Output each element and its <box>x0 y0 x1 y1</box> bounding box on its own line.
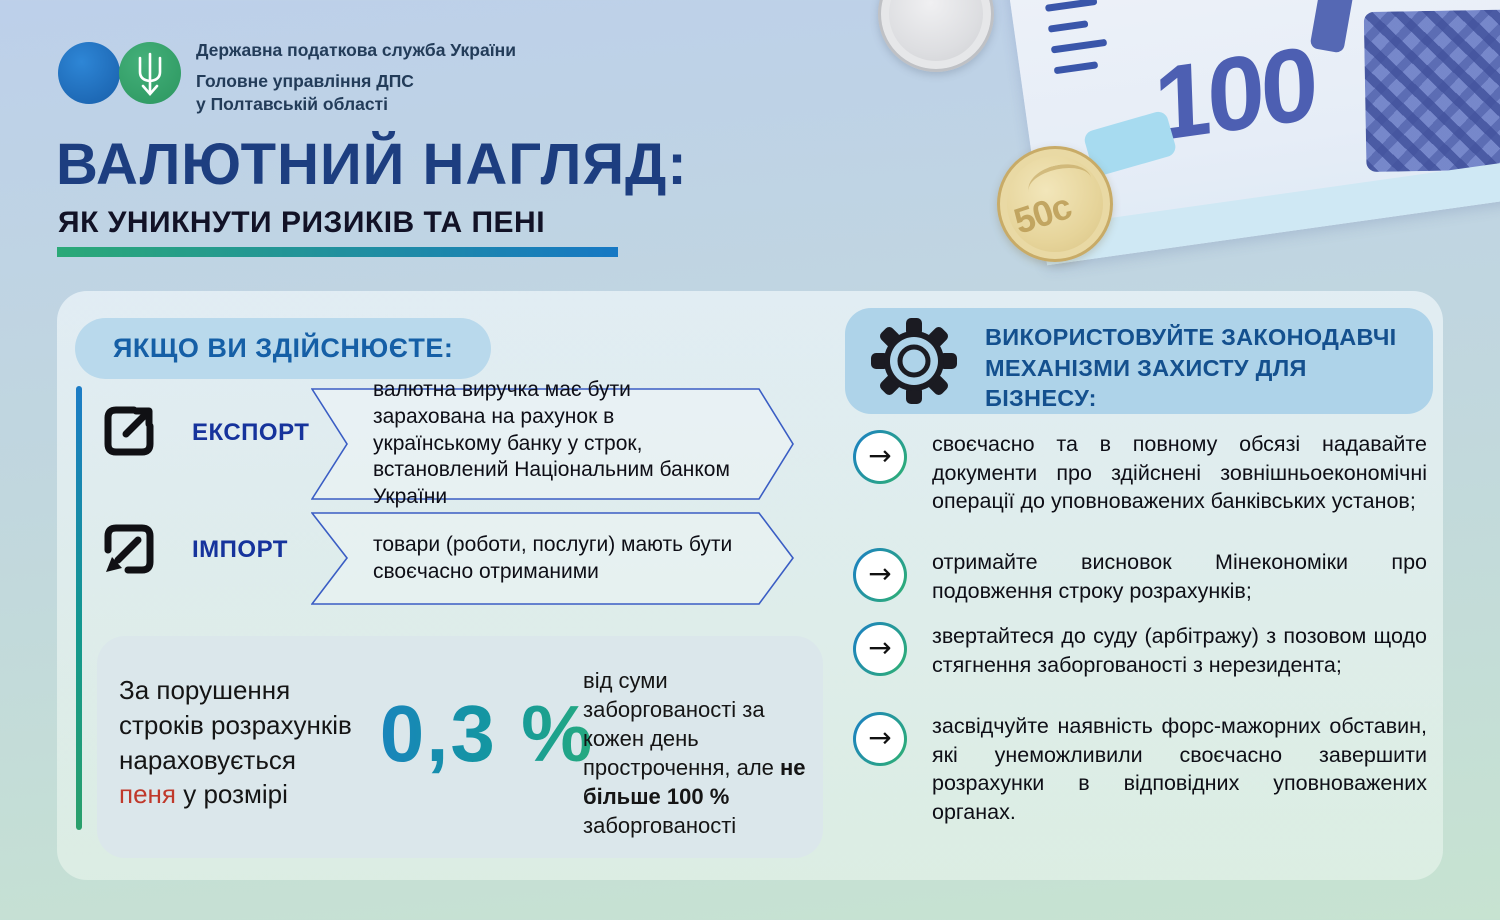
penalty-detail-before: від суми заборгованості за кожен день пр… <box>583 668 774 781</box>
export-rule-text: валютна виручка має бути зарахована на р… <box>373 378 730 508</box>
banknote-denomination: 100 <box>1152 25 1317 165</box>
org-name-line1: Державна податкова служба України <box>196 40 516 60</box>
arrow-bullet-icon: → <box>853 548 907 602</box>
logo-trident-circle <box>119 42 181 104</box>
penalty-detail-bold: не більше 100 % <box>583 755 806 810</box>
advice-text: засвідчуйте наявність форс-мажорних обст… <box>932 714 1427 824</box>
subtitle-underline <box>57 247 618 257</box>
import-rule-text: товари (роботи, послуги) мають бути своє… <box>373 532 733 583</box>
org-name-line3: у Полтавській області <box>196 93 388 114</box>
export-banner-shape <box>311 388 794 500</box>
arrow-bullet-icon: → <box>853 712 907 766</box>
import-banner-shape <box>311 512 794 605</box>
org-name-block: Державна податкова служба України Головн… <box>196 40 516 116</box>
trident-icon <box>138 52 162 96</box>
advice-item: → отримайте висновок Мінекономіки про по… <box>853 548 1427 605</box>
penalty-card: За порушення строків розрахунків нарахов… <box>97 636 823 858</box>
penalty-detail-text: від суми заборгованості за кожен день пр… <box>583 666 811 840</box>
banknote-diamond-band <box>1363 7 1500 173</box>
page-title: ВАЛЮТНИЙ НАГЛЯД: <box>56 132 688 197</box>
penalty-intro-text: За порушення строків розрахунків нарахов… <box>119 673 354 812</box>
export-label: ЕКСПОРТ <box>192 419 310 446</box>
right-section-heading: ВИКОРИСТОВУЙТЕ ЗАКОНОДАВЧІ МЕХАНІЗМИ ЗАХ… <box>985 324 1397 412</box>
gold-coin: 50c <box>997 146 1113 262</box>
penalty-rate-value: 0,3 % <box>337 688 637 780</box>
banknote-serial-marks <box>1044 0 1121 124</box>
advice-text: отримайте висновок Мінекономіки про подо… <box>932 550 1427 603</box>
left-accent-bar <box>76 386 82 830</box>
penalty-intro-after: у розмірі <box>183 779 288 810</box>
penalty-detail-after: заборгованості <box>583 813 737 839</box>
page-subtitle: ЯК УНИКНУТИ РИЗИКІВ ТА ПЕНІ <box>58 206 546 239</box>
left-section-heading: ЯКЩО ВИ ЗДІЙСНЮЄТЕ: <box>75 318 492 379</box>
advice-text: звертайтеся до суду (арбітражу) з позово… <box>932 624 1427 677</box>
penalty-intro-before: За порушення строків розрахунків нарахов… <box>119 675 352 775</box>
logo-blue-circle <box>58 42 120 104</box>
advice-item: → засвідчуйте наявність форс-мажорних об… <box>853 712 1427 826</box>
import-banner: товари (роботи, послуги) мають бути своє… <box>311 512 794 605</box>
gear-icon <box>871 318 957 404</box>
penalty-word-highlight: пеня <box>119 779 176 810</box>
banknote-detail-shape <box>1309 0 1356 54</box>
advice-text: своєчасно та в повному обсязі надавайте … <box>932 432 1427 514</box>
advice-item: → звертайтеся до суду (арбітражу) з позо… <box>853 622 1427 679</box>
import-icon <box>96 516 162 582</box>
arrow-bullet-icon: → <box>853 430 907 484</box>
arrow-bullet-icon: → <box>853 622 907 676</box>
export-banner: валютна виручка має бути зарахована на р… <box>311 378 794 508</box>
import-label: ІМПОРТ <box>192 536 288 563</box>
export-icon <box>96 398 162 464</box>
coin-denomination: 50c <box>1008 185 1076 242</box>
org-name-line2: Головне управління ДПС <box>196 71 414 91</box>
silver-coin <box>878 0 994 72</box>
advice-item: → своєчасно та в повному обсязі надавайт… <box>853 430 1427 516</box>
right-section-header: ВИКОРИСТОВУЙТЕ ЗАКОНОДАВЧІ МЕХАНІЗМИ ЗАХ… <box>845 308 1433 414</box>
